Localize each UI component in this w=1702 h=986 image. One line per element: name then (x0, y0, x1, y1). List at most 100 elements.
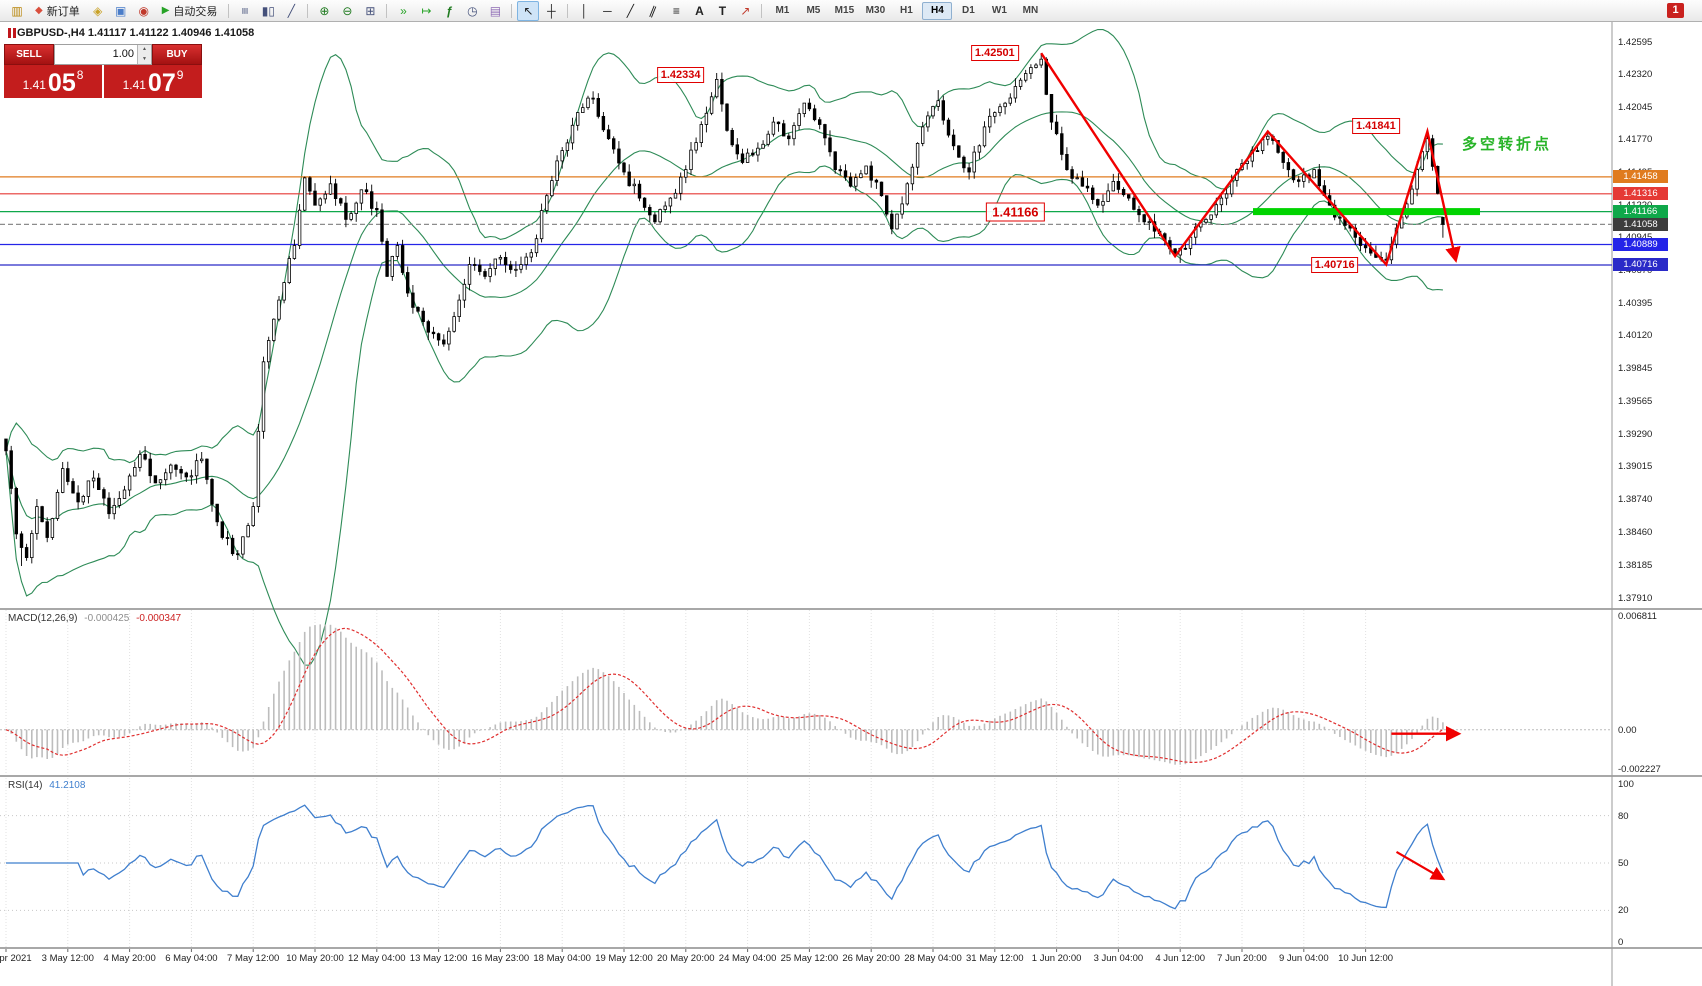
time-axis-label: 26 May 20:00 (842, 953, 900, 964)
chinese-annotation-text[interactable]: 多空转折点 (1462, 136, 1553, 154)
timeframe-mn[interactable]: MN (1022, 4, 1039, 16)
time-axis-label: 10 Jun 12:00 (1338, 953, 1394, 964)
rsi-axis-label: 20 (1618, 905, 1629, 917)
time-axis-label: 3 Jun 04:00 (1093, 953, 1144, 964)
time-axis-label: 9 Jun 04:00 (1278, 953, 1329, 964)
rsi-axis-label: 0 (1618, 937, 1624, 948)
price-axis-label: 1.37910 (1618, 592, 1653, 604)
price-axis-label: 1.40120 (1618, 330, 1653, 342)
arrows-icon[interactable]: ↗ (740, 3, 751, 18)
price-callout[interactable]: 1.40716 (1310, 256, 1359, 273)
timeframe-m15[interactable]: M15 (834, 4, 855, 16)
price-callout[interactable]: 1.42334 (656, 66, 705, 83)
sell-button[interactable]: SELL (4, 44, 54, 65)
volume-down-button[interactable]: ▼ (138, 54, 151, 64)
macd-signal-value: -0.000347 (136, 613, 182, 624)
buy-button[interactable]: BUY (152, 44, 202, 65)
toolbar-separator (567, 3, 569, 18)
toolbar-separator (761, 3, 763, 18)
sell-price-display[interactable]: 1.41 05 8 (4, 65, 102, 98)
crosshair-icon[interactable]: ┼ (547, 3, 556, 18)
price-callout[interactable]: 1.41841 (1352, 117, 1400, 134)
navigator-icon[interactable]: ◉ (138, 3, 149, 18)
time-axis-label: 19 May 12:00 (595, 953, 653, 964)
volume-up-button[interactable]: ▲ (138, 45, 151, 55)
price-callout[interactable]: 1.41166 (986, 202, 1045, 222)
horizontal-line-icon[interactable]: ─ (603, 3, 612, 18)
bar-chart-type-icon[interactable]: ≡ (238, 6, 253, 14)
one-click-trading-panel: SELL 1.00 ▲ ▼ BUY 1.41 05 8 1.41 07 9 (4, 44, 202, 98)
time-axis-label: 4 May 20:00 (103, 953, 156, 964)
axis-price-tag: 1.40889 (1613, 237, 1668, 251)
timeframe-h4[interactable]: H4 (922, 1, 953, 20)
new-order-button-label: 新订单 (46, 5, 80, 18)
cursor-icon[interactable]: ↖ (517, 0, 540, 21)
price-axis-label: 1.39290 (1618, 428, 1653, 440)
support-zone-bar (1253, 208, 1480, 216)
trendline-icon[interactable]: ╱ (626, 3, 635, 18)
templates-icon[interactable]: ▤ (489, 3, 502, 18)
volume-value[interactable]: 1.00 (112, 48, 134, 60)
volume-field[interactable]: 1.00 ▲ ▼ (54, 44, 152, 65)
sell-price-sup: 8 (76, 68, 84, 82)
drawn-annotations[interactable] (1040, 52, 1480, 881)
axis-price-tag: 1.41166 (1613, 205, 1668, 219)
time-axis-label: 18 May 04:00 (533, 953, 591, 964)
rsi-value: 41.2108 (49, 780, 86, 791)
timeframe-d1[interactable]: D1 (962, 4, 975, 16)
time-axis-label: 3 May 12:00 (41, 953, 94, 964)
market-watch-icon[interactable]: ◈ (93, 3, 103, 18)
toolbar-separator (228, 3, 230, 18)
equidistant-channel-icon[interactable]: ∥ (648, 2, 659, 19)
timeframe-m30[interactable]: M30 (865, 4, 886, 16)
line-chart-type-icon[interactable]: ╱ (287, 3, 296, 18)
price-axis-label: 1.39845 (1618, 362, 1653, 374)
chart-shift-icon[interactable]: ↦ (421, 3, 432, 18)
price-axis-label: 1.40395 (1618, 297, 1653, 309)
rsi-indicator-label: RSI(14) 41.2108 (8, 780, 85, 791)
tile-windows-icon[interactable]: ⊞ (365, 3, 376, 18)
sell-price-main: 05 (47, 69, 76, 97)
axis-price-tag: 1.41458 (1613, 170, 1668, 184)
text-label-icon[interactable]: T (718, 3, 727, 18)
vertical-line-icon[interactable]: │ (580, 3, 589, 18)
autotrading-button-label: 自动交易 (173, 5, 218, 18)
autotrading-button[interactable]: ▶ 自动交易 (156, 2, 224, 20)
time-axis-label: 4 Jun 12:00 (1155, 953, 1206, 964)
auto-scroll-icon[interactable]: » (400, 3, 407, 18)
macd-indicator-label: MACD(12,26,9) -0.000425 -0.000347 (8, 613, 181, 624)
indicators-icon[interactable]: ƒ (446, 3, 453, 18)
macd-pane (0, 624, 1612, 765)
new-order-button[interactable]: ◆ 新订单 (29, 2, 86, 20)
time-axis-label: 10 May 20:00 (286, 953, 344, 964)
time-axis-label: 1 Jun 20:00 (1031, 953, 1082, 964)
buy-price-display[interactable]: 1.41 07 9 (104, 65, 202, 98)
time-axis-label: 31 May 12:00 (966, 953, 1024, 964)
price-axis-label: 1.38185 (1618, 559, 1653, 571)
price-callout[interactable]: 1.42501 (970, 44, 1019, 61)
data-window-icon[interactable]: ▣ (115, 3, 127, 18)
timeframe-m1[interactable]: M1 (775, 4, 790, 16)
zoom-in-icon[interactable]: ⊕ (319, 3, 330, 18)
toolbar-separator (386, 3, 388, 18)
text-icon[interactable]: A (695, 3, 704, 18)
new-chart-icon[interactable]: ▥ (11, 3, 23, 18)
price-axis-label: 1.39565 (1618, 396, 1653, 408)
periods-icon[interactable]: ◷ (467, 3, 478, 18)
fibonacci-icon[interactable]: ≡ (672, 3, 680, 18)
zoom-out-icon[interactable]: ⊖ (342, 3, 353, 18)
candles (4, 53, 1445, 566)
price-axis-label: 1.39015 (1618, 461, 1653, 473)
current-price-tag: 1.41058 (1613, 217, 1668, 231)
candlestick-type-icon[interactable]: ▮▯ (261, 3, 276, 18)
time-axis-label: 6 May 04:00 (165, 953, 218, 964)
volume-spinner[interactable]: ▲ ▼ (137, 45, 151, 64)
timeframe-h1[interactable]: H1 (900, 4, 913, 16)
buy-price-main: 07 (147, 69, 176, 97)
rsi-axis-label: 50 (1618, 858, 1629, 869)
price-axis-label: 1.41770 (1618, 134, 1653, 146)
timeframe-m5[interactable]: M5 (806, 4, 821, 16)
charts-count-badge[interactable]: 1 (1667, 3, 1684, 18)
timeframe-w1[interactable]: W1 (991, 4, 1007, 16)
